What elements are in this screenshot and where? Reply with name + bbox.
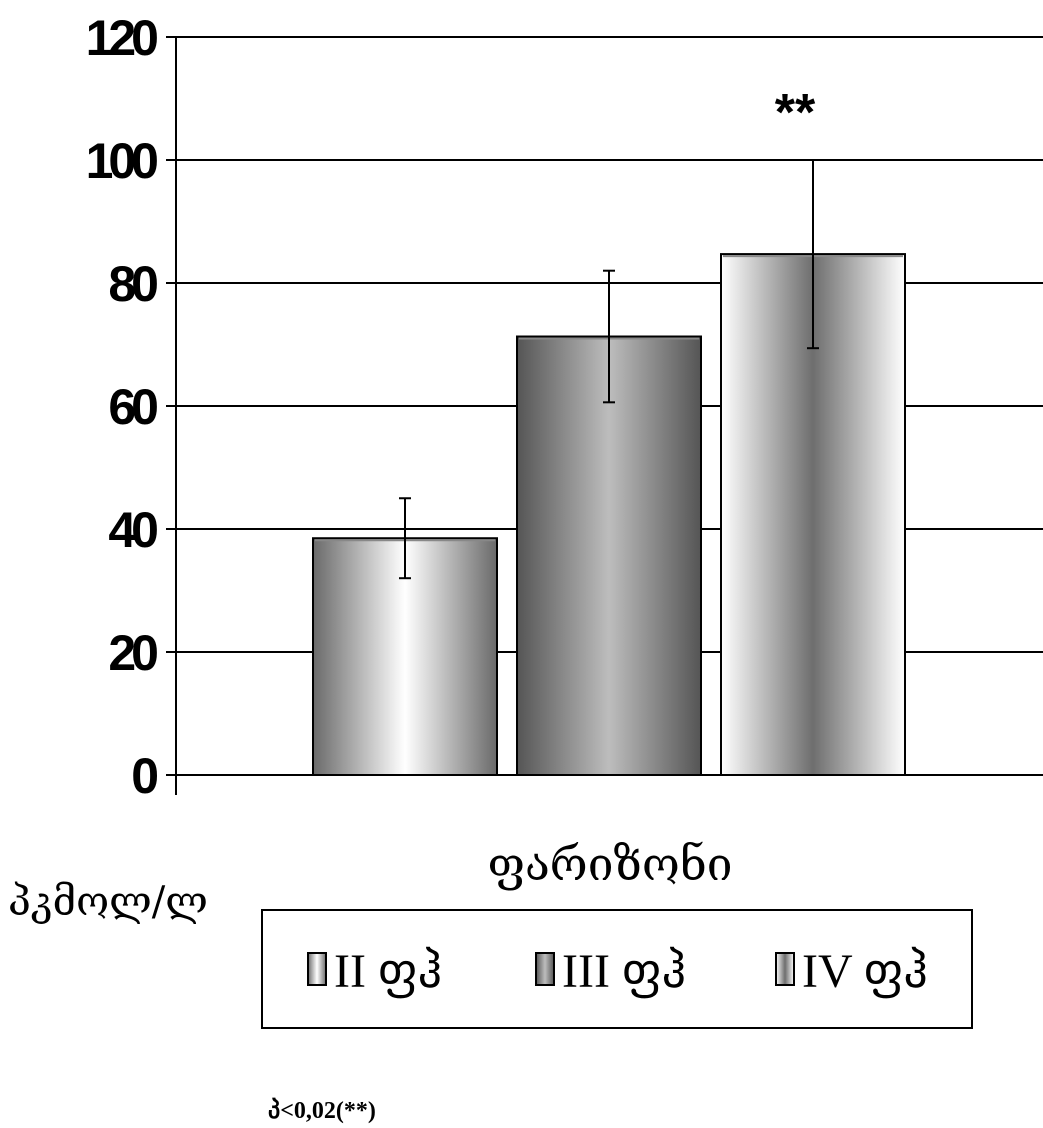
y-tick-label: 120 — [86, 10, 158, 66]
y-ticks: 0 20 40 60 80 100 120 — [86, 10, 163, 804]
legend-swatch — [775, 952, 795, 986]
legend-swatch — [535, 952, 555, 986]
y-tick-label: 20 — [108, 625, 157, 681]
y-tick-label: 40 — [108, 502, 157, 558]
annotations: ** — [775, 84, 816, 142]
legend-swatch — [307, 952, 327, 986]
legend-label: IV ფჰ — [802, 945, 928, 999]
bars — [312, 253, 906, 777]
significance-marker: ** — [775, 84, 816, 142]
y-tick-label: 0 — [131, 748, 157, 804]
bar-2 — [516, 335, 702, 776]
y-tick-label: 100 — [86, 133, 158, 189]
legend-frame — [261, 909, 973, 1029]
legend: II ფჰ III ფჰ IV ფჰ — [261, 909, 973, 1029]
footnote: პ<0,02(**) — [268, 1097, 376, 1124]
x-tick-label: ფარიზონი — [487, 837, 732, 891]
legend-label: III ფჰ — [562, 945, 686, 999]
error-bars — [399, 159, 819, 580]
y-axis-label: პკმოლ/ლ — [8, 879, 208, 925]
legend-label: II ფჰ — [334, 945, 442, 999]
y-tick-label: 80 — [108, 256, 157, 312]
y-tick-label: 60 — [108, 379, 157, 435]
